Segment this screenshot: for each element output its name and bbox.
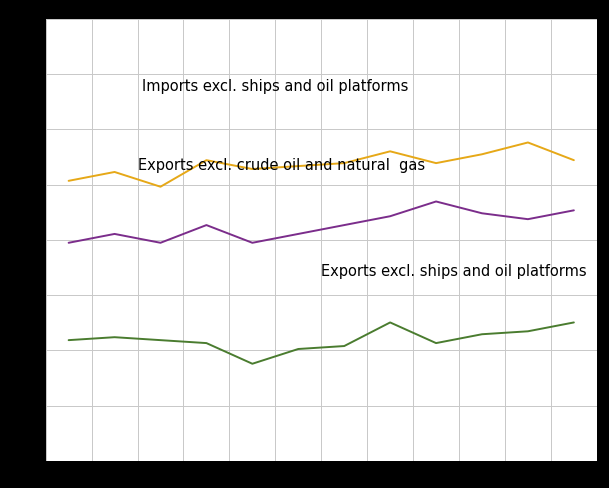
Text: Exports excl. crude oil and natural  gas: Exports excl. crude oil and natural gas [138, 158, 424, 173]
Text: Exports excl. ships and oil platforms: Exports excl. ships and oil platforms [321, 264, 587, 279]
Text: Imports excl. ships and oil platforms: Imports excl. ships and oil platforms [142, 79, 409, 93]
